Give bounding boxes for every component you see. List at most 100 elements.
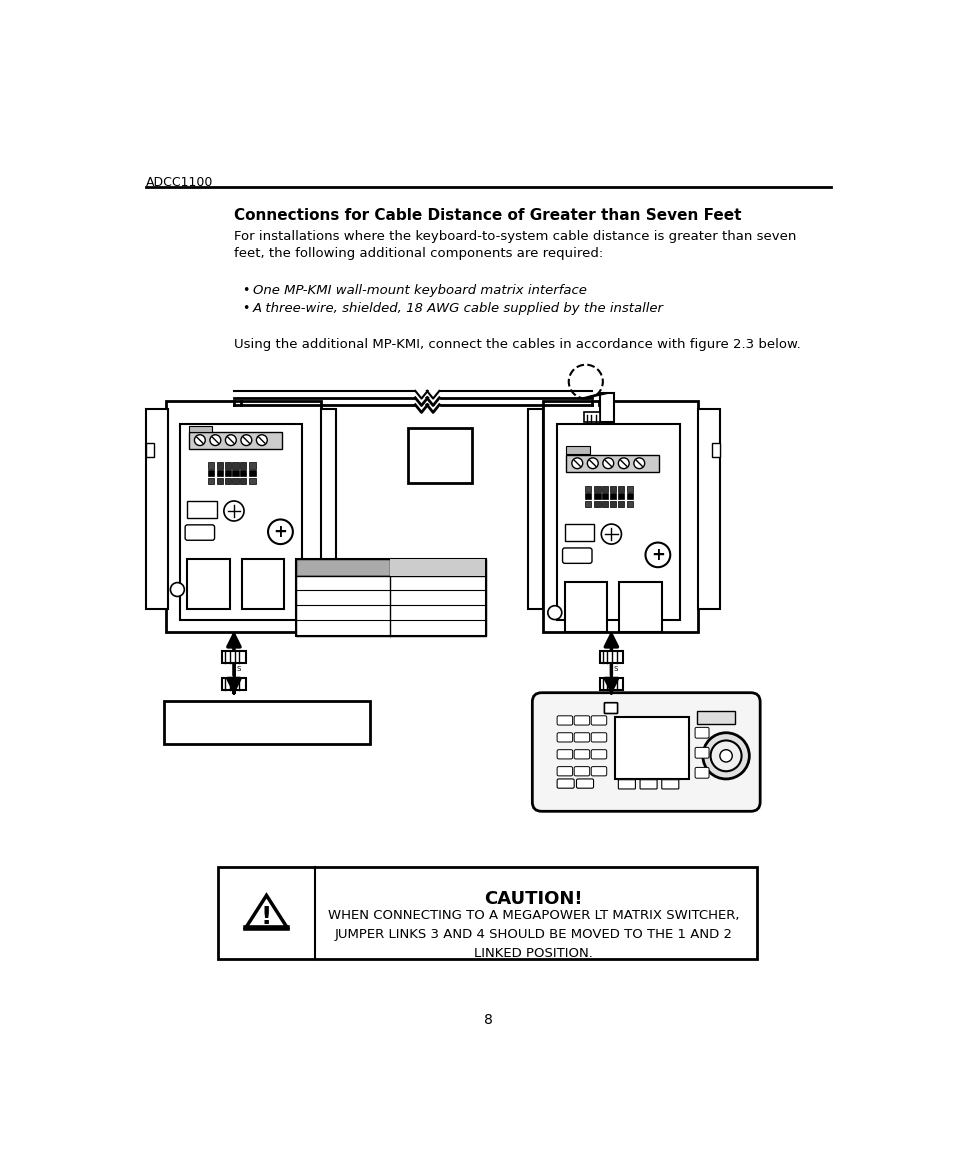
FancyBboxPatch shape xyxy=(557,732,572,742)
Text: ADCC1100: ADCC1100 xyxy=(146,176,213,189)
Bar xyxy=(599,393,613,422)
Bar xyxy=(564,582,607,632)
Bar xyxy=(626,501,633,508)
Circle shape xyxy=(645,542,670,567)
Bar xyxy=(218,867,757,960)
Bar xyxy=(216,471,223,476)
Circle shape xyxy=(618,458,629,468)
Bar xyxy=(584,486,591,491)
FancyBboxPatch shape xyxy=(661,780,679,789)
Circle shape xyxy=(547,606,561,620)
Bar xyxy=(146,409,168,608)
Bar xyxy=(249,478,255,484)
Bar xyxy=(584,501,591,508)
Circle shape xyxy=(587,458,598,468)
Bar xyxy=(594,494,599,500)
Circle shape xyxy=(720,750,732,761)
Bar xyxy=(187,559,230,608)
Bar xyxy=(233,478,238,484)
Bar xyxy=(240,462,246,468)
Bar xyxy=(599,651,622,663)
FancyBboxPatch shape xyxy=(695,767,708,778)
Circle shape xyxy=(171,583,184,597)
Bar xyxy=(222,651,245,663)
Circle shape xyxy=(710,741,740,771)
Bar xyxy=(320,409,335,608)
Polygon shape xyxy=(246,896,287,927)
Text: Connections for Cable Distance of Greater than Seven Feet: Connections for Cable Distance of Greate… xyxy=(233,209,740,224)
Bar xyxy=(601,494,608,500)
Bar xyxy=(617,486,623,491)
Circle shape xyxy=(571,458,582,468)
Bar xyxy=(696,712,735,723)
Circle shape xyxy=(241,435,252,445)
Bar xyxy=(408,428,472,483)
Bar xyxy=(249,462,255,468)
Bar xyxy=(216,478,223,484)
Text: For installations where the keyboard-to-system cable distance is greater than se: For installations where the keyboard-to-… xyxy=(233,229,796,261)
Circle shape xyxy=(224,501,244,522)
Text: •: • xyxy=(241,284,249,297)
Bar xyxy=(233,462,238,468)
Bar xyxy=(698,409,720,608)
Bar xyxy=(240,478,246,484)
Bar xyxy=(146,443,154,457)
FancyBboxPatch shape xyxy=(562,548,592,563)
Text: +: + xyxy=(274,523,287,541)
Text: WHEN CONNECTING TO A MEGAPOWER LT MATRIX SWITCHER,
JUMPER LINKS 3 AND 4 SHOULD B: WHEN CONNECTING TO A MEGAPOWER LT MATRIX… xyxy=(328,909,739,960)
FancyBboxPatch shape xyxy=(618,780,635,789)
Bar xyxy=(249,471,255,476)
FancyBboxPatch shape xyxy=(591,750,606,759)
Bar xyxy=(609,486,616,491)
Circle shape xyxy=(225,435,236,445)
Bar xyxy=(189,431,282,449)
Text: •: • xyxy=(241,302,249,315)
Bar xyxy=(594,501,599,508)
Bar xyxy=(527,409,542,608)
Bar xyxy=(609,494,616,500)
Bar xyxy=(566,445,589,454)
Bar xyxy=(224,462,231,468)
Bar xyxy=(617,494,623,500)
Bar xyxy=(166,401,320,632)
Text: S: S xyxy=(613,665,618,672)
Text: +: + xyxy=(650,546,664,564)
Circle shape xyxy=(194,435,205,445)
Bar xyxy=(179,424,302,620)
Bar xyxy=(295,576,485,636)
Text: A three-wire, shielded, 18 AWG cable supplied by the installer: A three-wire, shielded, 18 AWG cable sup… xyxy=(253,302,663,315)
Circle shape xyxy=(600,524,620,544)
Bar xyxy=(617,501,623,508)
FancyBboxPatch shape xyxy=(532,693,760,811)
Bar xyxy=(711,443,720,457)
Text: 8: 8 xyxy=(484,1013,493,1027)
Text: CAUTION!: CAUTION! xyxy=(484,890,582,907)
Circle shape xyxy=(602,458,613,468)
Text: S: S xyxy=(236,665,240,672)
Bar xyxy=(222,678,245,690)
Bar xyxy=(216,462,223,468)
Bar xyxy=(584,494,591,500)
FancyBboxPatch shape xyxy=(695,748,708,758)
FancyBboxPatch shape xyxy=(185,525,214,540)
Bar xyxy=(295,559,485,576)
FancyBboxPatch shape xyxy=(591,766,606,775)
FancyBboxPatch shape xyxy=(557,766,572,775)
Bar xyxy=(240,471,246,476)
FancyBboxPatch shape xyxy=(639,780,657,789)
Bar xyxy=(224,478,231,484)
FancyBboxPatch shape xyxy=(574,766,589,775)
Bar xyxy=(564,524,594,541)
Bar xyxy=(601,501,608,508)
Circle shape xyxy=(633,458,644,468)
Bar xyxy=(594,486,599,491)
Text: Using the additional MP-KMI, connect the cables in accordance with figure 2.3 be: Using the additional MP-KMI, connect the… xyxy=(233,337,800,351)
FancyBboxPatch shape xyxy=(574,716,589,726)
Bar xyxy=(224,471,231,476)
Bar xyxy=(626,494,633,500)
Bar xyxy=(542,401,698,632)
FancyBboxPatch shape xyxy=(557,750,572,759)
Circle shape xyxy=(256,435,267,445)
Bar xyxy=(566,454,659,472)
FancyBboxPatch shape xyxy=(695,728,708,738)
